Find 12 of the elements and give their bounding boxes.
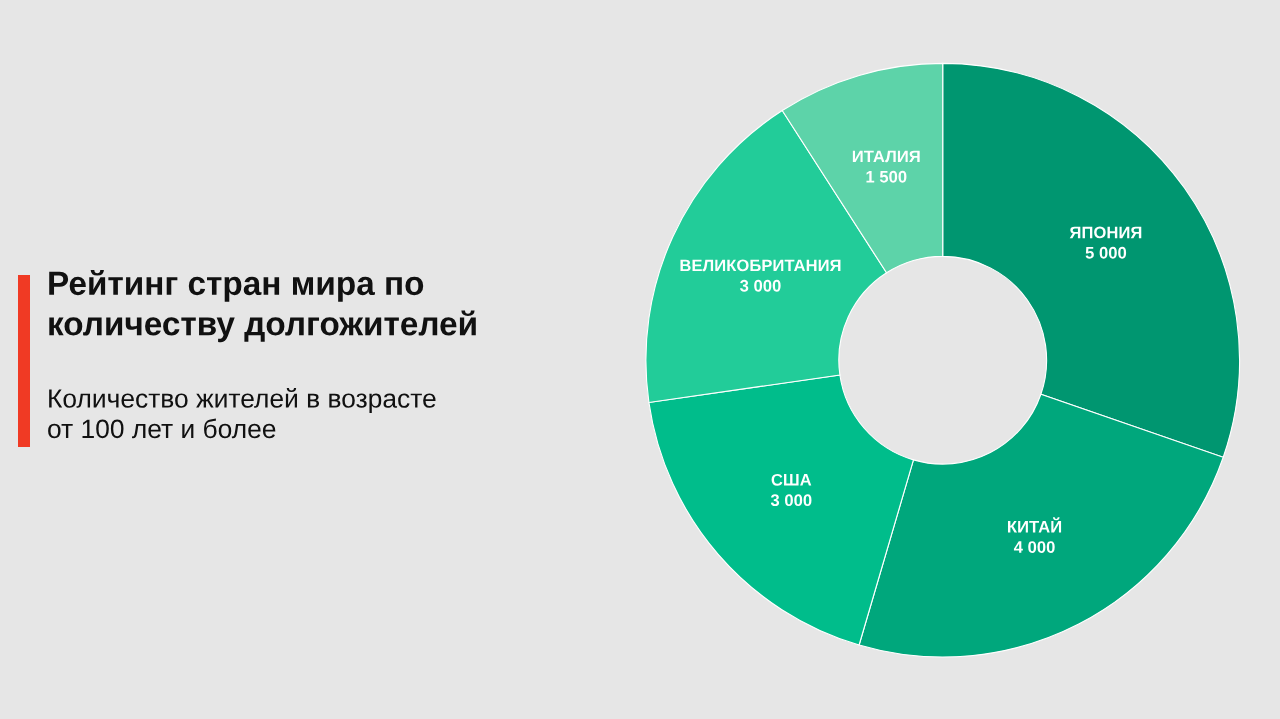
data-label: 4 000	[1013, 541, 1055, 553]
text: Рейтинг стран мира по количеству долгожителей	[49, 270, 476, 343]
slice-label: ИТАЛИЯ	[852, 150, 920, 163]
data-label: 5 000	[1085, 246, 1127, 259]
slice-label: ЯПОНИЯ	[1069, 226, 1142, 239]
data-label: 3 000	[770, 494, 812, 507]
slice-label: США	[771, 473, 812, 486]
slice-label: КИТАЙ	[1007, 517, 1062, 533]
data-label: 3 000	[740, 279, 781, 292]
text: Количество жителей в возрасте от 100 лет и более	[48, 388, 436, 439]
slice-label: ВЕЛИКОБРИТАНИЯ	[680, 259, 841, 272]
data-label: 1 500	[866, 170, 907, 183]
